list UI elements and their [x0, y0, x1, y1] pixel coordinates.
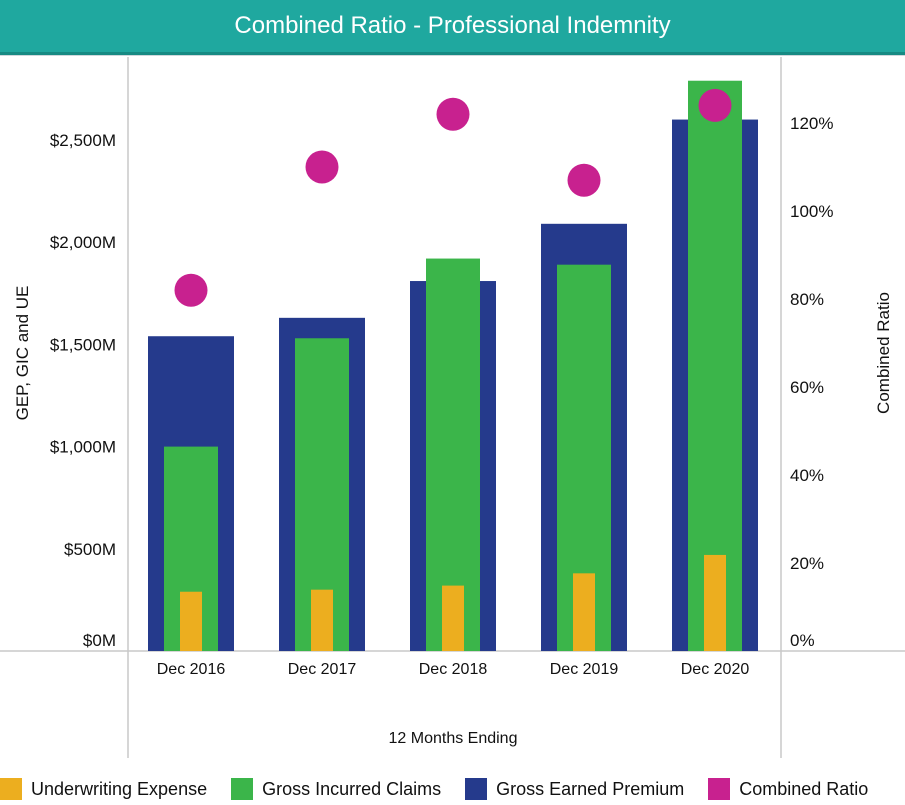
legend-swatch: [465, 778, 488, 800]
y2-tick-label: 100%: [790, 202, 833, 221]
y-tick-label: $2,000M: [50, 233, 116, 252]
title-divider: [0, 55, 905, 56]
legend-label: Underwriting Expense: [31, 778, 208, 799]
y2-tick-label: 80%: [790, 290, 824, 309]
x-axis-title: 12 Months Ending: [389, 730, 518, 747]
legend-item: Combined Ratio: [708, 778, 868, 800]
y-tick-label: $0M: [83, 631, 116, 650]
legend-swatch: [231, 778, 254, 800]
x-tick-label: Dec 2020: [681, 661, 750, 678]
y2-tick-label: 60%: [790, 378, 824, 397]
x-tick-label: Dec 2019: [550, 661, 619, 678]
combined-ratio-point: [174, 273, 208, 307]
chart-title: Combined Ratio - Professional Indemnity: [234, 12, 671, 39]
legend-item: Gross Incurred Claims: [231, 778, 441, 800]
y-tick-label: $1,000M: [50, 438, 116, 457]
combined-ratio-point: [436, 97, 470, 131]
legend-label: Gross Earned Premium: [496, 778, 685, 799]
y-tick-label: $1,500M: [50, 335, 116, 354]
legend-swatch: [708, 778, 731, 800]
legend-item: Gross Earned Premium: [465, 778, 684, 800]
y2-tick-label: 40%: [790, 466, 824, 485]
y-tick-label: $2,500M: [50, 131, 116, 150]
underwriting-expense-bar: [442, 585, 464, 651]
y2-tick-label: 120%: [790, 114, 833, 133]
combined-ratio-point: [567, 163, 601, 197]
underwriting-expense-bar: [704, 554, 726, 651]
y2-tick-label: 20%: [790, 554, 824, 573]
underwriting-expense-bar: [311, 589, 333, 651]
legend-swatch: [0, 778, 22, 800]
underwriting-expense-bar: [180, 591, 202, 651]
x-tick-label: Dec 2018: [419, 661, 488, 678]
x-tick-label: Dec 2016: [157, 661, 226, 678]
legend-item: Underwriting Expense: [0, 778, 207, 800]
y2-axis-title: Combined Ratio: [874, 292, 893, 414]
combined-ratio-point: [698, 88, 732, 122]
y2-tick-label: 0%: [790, 631, 815, 650]
combined-ratio-point: [305, 150, 339, 184]
chart-legend: Underwriting Expense Gross Incurred Claim…: [0, 776, 905, 802]
legend-label: Combined Ratio: [739, 778, 869, 799]
underwriting-expense-bar: [573, 573, 595, 651]
x-tick-label: Dec 2017: [288, 661, 357, 678]
y-axis-title: GEP, GIC and UE: [13, 286, 32, 421]
y-tick-label: $500M: [64, 540, 116, 559]
chart-title-bar: Combined Ratio - Professional Indemnity: [0, 0, 905, 55]
legend-label: Gross Incurred Claims: [262, 778, 442, 799]
